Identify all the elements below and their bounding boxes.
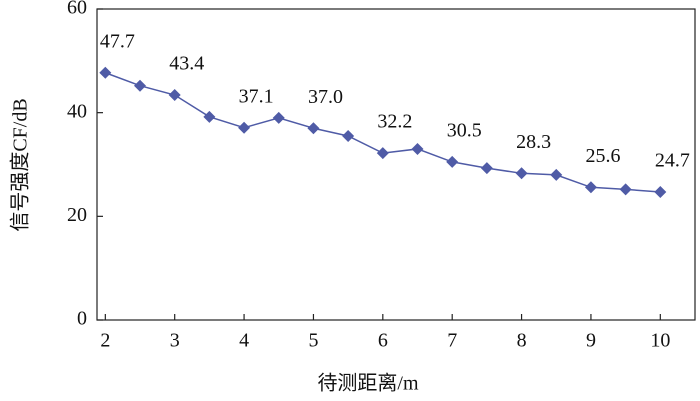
- data-label: 30.5: [447, 120, 482, 142]
- marker: [307, 122, 320, 135]
- x-tick-label: 7: [447, 330, 457, 352]
- y-axis-title: 信号强度CF/dB: [9, 98, 32, 231]
- x-tick-label: 10: [650, 330, 670, 352]
- data-label: 43.4: [169, 53, 204, 75]
- marker: [168, 89, 181, 102]
- y-tick-label: 40: [67, 100, 87, 122]
- data-label: 37.1: [239, 85, 274, 107]
- marker: [134, 79, 147, 92]
- marker: [654, 185, 667, 198]
- marker: [446, 155, 459, 168]
- x-tick-label: 2: [100, 330, 110, 352]
- marker: [515, 167, 528, 180]
- marker: [619, 183, 632, 196]
- marker: [342, 129, 355, 142]
- y-tick-label: 0: [77, 308, 87, 330]
- data-label: 28.3: [516, 131, 551, 153]
- marker: [376, 147, 389, 160]
- marker: [480, 162, 493, 175]
- data-label: 37.0: [308, 86, 343, 108]
- x-tick-label: 8: [517, 330, 527, 352]
- x-tick-label: 9: [586, 330, 596, 352]
- marker: [584, 181, 597, 194]
- marker: [238, 121, 251, 134]
- data-label: 25.6: [585, 145, 620, 167]
- marker: [203, 110, 216, 123]
- plot-frame: [96, 8, 696, 321]
- x-tick-label: 4: [239, 330, 249, 352]
- marker: [272, 111, 285, 124]
- marker: [411, 142, 424, 155]
- x-tick-label: 5: [308, 330, 318, 352]
- y-tick-label: 60: [67, 0, 87, 19]
- marker: [550, 168, 563, 181]
- y-tick-label: 20: [67, 204, 87, 226]
- x-tick-label: 6: [378, 330, 388, 352]
- data-label: 32.2: [377, 111, 412, 133]
- x-tick-label: 3: [170, 330, 180, 352]
- x-axis-title: 待测距离/m: [317, 372, 419, 395]
- data-label: 24.7: [655, 150, 690, 172]
- marker: [99, 66, 112, 79]
- data-label: 47.7: [100, 30, 135, 52]
